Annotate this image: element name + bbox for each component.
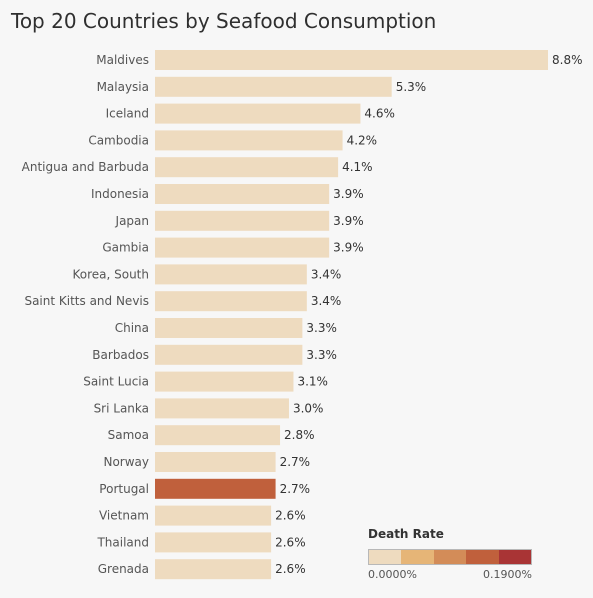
value-label: 8.8% <box>552 53 583 67</box>
value-label: 3.9% <box>333 214 364 228</box>
category-label: China <box>115 321 149 335</box>
category-label: Gambia <box>102 241 149 255</box>
category-label: Indonesia <box>91 187 149 201</box>
category-label: Saint Lucia <box>83 375 149 389</box>
value-label: 3.4% <box>311 294 342 308</box>
category-label: Japan <box>115 214 149 228</box>
category-label: Saint Kitts and Nevis <box>24 294 149 308</box>
bar[interactable] <box>155 344 303 365</box>
category-label: Cambodia <box>88 133 149 147</box>
legend-swatch <box>466 550 499 564</box>
legend-max-label: 0.1900% <box>483 568 532 581</box>
value-label: 3.1% <box>297 375 328 389</box>
bar[interactable] <box>155 130 343 151</box>
bar[interactable] <box>155 452 276 472</box>
bar[interactable] <box>155 291 307 312</box>
category-label: Korea, South <box>72 267 149 281</box>
bar[interactable] <box>155 371 294 392</box>
value-label: 2.6% <box>275 509 306 523</box>
value-label: 4.2% <box>347 133 378 147</box>
bar[interactable] <box>155 76 392 97</box>
legend-title: Death Rate <box>368 527 444 541</box>
legend-swatch <box>498 550 532 564</box>
value-label: 3.9% <box>333 187 364 201</box>
legend-min-label: 0.0000% <box>368 568 417 581</box>
bar[interactable] <box>155 559 272 580</box>
category-label: Barbados <box>92 348 149 362</box>
bar[interactable] <box>155 425 281 446</box>
category-label: Grenada <box>98 562 149 576</box>
bar[interactable] <box>155 50 548 70</box>
category-label: Sri Lanka <box>94 401 149 415</box>
bar[interactable] <box>155 157 339 178</box>
category-label: Malaysia <box>97 80 149 94</box>
value-label: 4.1% <box>342 160 373 174</box>
value-label: 2.6% <box>275 562 306 576</box>
value-label: 2.7% <box>280 482 311 496</box>
category-label: Vietnam <box>99 509 149 523</box>
value-label: 4.6% <box>364 107 395 121</box>
chart-title: Top 20 Countries by Seafood Consumption <box>11 9 437 33</box>
value-label: 3.4% <box>311 267 342 281</box>
bar[interactable] <box>155 318 303 338</box>
bar[interactable] <box>155 532 272 553</box>
bar[interactable] <box>155 505 272 526</box>
bar[interactable] <box>155 398 289 419</box>
legend-ticks: 0.0000% 0.1900% <box>368 568 532 581</box>
legend-color-scale <box>368 549 532 565</box>
category-label: Iceland <box>106 107 149 121</box>
value-label: 3.9% <box>333 241 364 255</box>
bar[interactable] <box>155 184 330 204</box>
color-legend: Death Rate 0.0000% 0.1900% <box>368 527 538 581</box>
category-label: Thailand <box>96 535 149 549</box>
value-label: 2.7% <box>280 455 311 469</box>
bar[interactable] <box>155 237 330 258</box>
bar[interactable] <box>155 478 276 499</box>
category-label: Norway <box>103 455 149 469</box>
category-label: Maldives <box>96 53 149 67</box>
bar[interactable] <box>155 264 307 285</box>
legend-swatch <box>369 550 402 564</box>
category-label: Antigua and Barbuda <box>22 160 149 174</box>
value-label: 3.3% <box>306 348 337 362</box>
value-label: 5.3% <box>396 80 427 94</box>
value-label: 3.0% <box>293 401 324 415</box>
bar[interactable] <box>155 210 330 231</box>
bar[interactable] <box>155 103 361 124</box>
legend-swatch <box>401 550 434 564</box>
value-label: 3.3% <box>306 321 337 335</box>
value-label: 2.8% <box>284 428 315 442</box>
category-label: Samoa <box>108 428 149 442</box>
value-label: 2.6% <box>275 535 306 549</box>
legend-swatch <box>433 550 467 564</box>
category-label: Portugal <box>99 482 149 496</box>
